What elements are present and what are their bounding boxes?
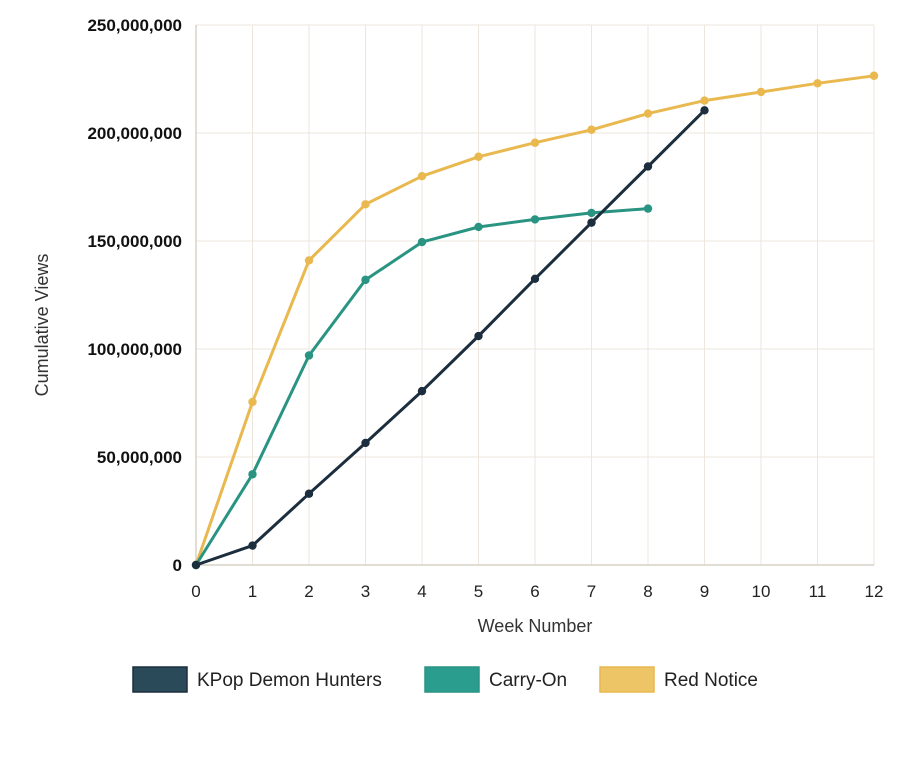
data-point (587, 208, 596, 218)
data-point (587, 218, 596, 227)
data-point (361, 275, 370, 285)
x-tick-label: 9 (700, 582, 709, 601)
series (191, 71, 879, 570)
data-point (248, 397, 257, 407)
legend-item: Red Notice (599, 666, 758, 693)
data-point (191, 560, 201, 570)
data-point (700, 96, 709, 105)
x-tick-label: 4 (417, 582, 426, 601)
y-tick-labels: 0 50,000,000 100,000,000 150,000,000 200,000… (87, 16, 182, 575)
x-tick-label: 3 (361, 582, 370, 601)
data-point (587, 125, 596, 134)
data-point (248, 470, 257, 479)
x-tick-labels: 0 1 2 3 4 5 6 7 8 9 10 11 12 (191, 582, 883, 601)
data-point (530, 274, 540, 283)
y-tick-label: 100,000,000 (87, 340, 182, 359)
data-point (304, 489, 314, 498)
data-point (756, 87, 766, 97)
axes (195, 25, 874, 566)
x-tick-label: 2 (304, 582, 313, 601)
legend-label: KPop Demon Hunters (197, 670, 382, 691)
data-point (304, 351, 314, 360)
series-red-notice (191, 71, 879, 570)
data-point (361, 438, 370, 448)
data-point (530, 138, 540, 147)
legend-swatch (132, 666, 188, 693)
data-point (474, 331, 483, 341)
x-tick-label: 8 (643, 582, 652, 601)
legend: KPop Demon Hunters Carry-On Red Notice (132, 666, 758, 693)
x-axis-label: Week Number (478, 616, 593, 636)
data-point (869, 71, 879, 80)
legend-swatch (424, 666, 480, 693)
y-tick-label: 250,000,000 (87, 16, 182, 35)
x-tick-label: 1 (248, 582, 257, 601)
data-point (304, 256, 314, 265)
data-point (530, 215, 540, 224)
data-point (643, 204, 653, 213)
legend-label: Carry-On (489, 670, 567, 691)
data-point (361, 200, 370, 209)
series-carry-on (191, 204, 653, 570)
x-tick-label: 7 (587, 582, 596, 601)
x-tick-label: 11 (809, 582, 827, 601)
x-tick-label: 12 (865, 582, 884, 601)
legend-label: Red Notice (664, 670, 758, 691)
series-line (194, 108, 706, 567)
data-point (474, 222, 483, 232)
x-tick-label: 6 (530, 582, 539, 601)
data-point (417, 237, 427, 247)
legend-item: KPop Demon Hunters (132, 666, 382, 693)
data-point (248, 541, 257, 550)
legend-swatch (599, 666, 655, 693)
y-tick-label: 0 (173, 556, 182, 575)
legend-item: Carry-On (424, 666, 567, 693)
y-tick-label: 150,000,000 (87, 232, 182, 251)
grid (196, 24, 875, 565)
data-point (474, 152, 483, 161)
series-kpop-demon-hunters (191, 106, 709, 570)
y-tick-label: 50,000,000 (97, 448, 182, 467)
data-point (417, 172, 427, 181)
x-tick-label: 5 (474, 582, 483, 601)
y-tick-label: 200,000,000 (87, 124, 182, 143)
data-point (417, 386, 427, 396)
data-point (700, 106, 709, 115)
data-point (643, 162, 653, 171)
x-tick-label: 0 (191, 582, 200, 601)
x-tick-label: 10 (752, 582, 771, 601)
data-point (643, 109, 653, 118)
data-point (813, 79, 822, 88)
y-axis-label: Cumulative Views (32, 254, 52, 397)
